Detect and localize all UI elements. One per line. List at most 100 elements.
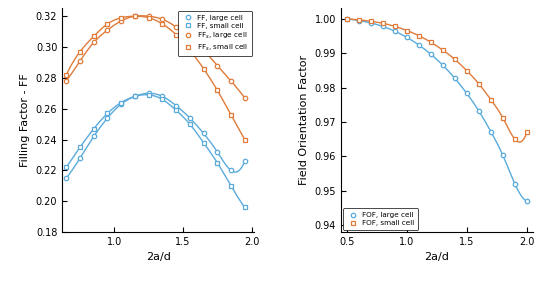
FOF, small cell <box>500 116 506 119</box>
FOF, small cell <box>367 20 374 23</box>
FF$_s$, small cell <box>228 113 234 117</box>
FF$_s$, small cell <box>118 16 124 20</box>
FF$_s$, large cell <box>187 36 193 40</box>
FF$_s$, small cell <box>104 22 111 25</box>
FF$_s$, small cell <box>90 35 97 38</box>
FF$_s$, small cell <box>187 48 193 52</box>
FF, small cell <box>241 206 248 209</box>
FOF, small cell <box>440 48 446 52</box>
FOF, large cell <box>512 182 518 186</box>
FF, small cell <box>146 93 152 97</box>
FF, large cell <box>104 116 111 120</box>
FF$_s$, large cell <box>228 79 234 83</box>
FF, large cell <box>214 150 221 154</box>
Legend: FF, large cell, FF, small cell, FF$_s$, large cell, FF$_s$, small cell: FF, large cell, FF, small cell, FF$_s$, … <box>178 11 252 56</box>
X-axis label: 2a/d: 2a/d <box>146 252 171 262</box>
FF$_s$, large cell <box>90 41 97 44</box>
FF$_s$, small cell <box>131 14 138 18</box>
FOF, large cell <box>367 21 374 25</box>
FOF, small cell <box>404 29 410 32</box>
FF$_s$, large cell <box>146 14 152 18</box>
FF$_s$, large cell <box>118 19 124 23</box>
FF$_s$, large cell <box>77 59 83 63</box>
FF, large cell <box>173 104 180 107</box>
FOF, large cell <box>524 200 530 203</box>
FF, large cell <box>228 169 234 172</box>
FF, small cell <box>173 109 180 112</box>
FF, large cell <box>118 102 124 106</box>
FF, small cell <box>77 145 83 149</box>
FOF, large cell <box>500 154 506 157</box>
FOF, small cell <box>415 34 422 37</box>
FOF, small cell <box>464 69 470 72</box>
FF, large cell <box>187 116 193 120</box>
FF$_s$, small cell <box>146 16 152 20</box>
Line: FOF, small cell: FOF, small cell <box>345 17 529 142</box>
Line: FF$_s$, large cell: FF$_s$, large cell <box>64 14 247 100</box>
FF$_s$, small cell <box>77 50 83 53</box>
FF$_s$, large cell <box>131 14 138 18</box>
FF$_s$, large cell <box>63 79 70 83</box>
FF$_s$, small cell <box>173 33 180 37</box>
FF, large cell <box>90 135 97 138</box>
FF, large cell <box>159 95 166 98</box>
FF$_s$, small cell <box>241 138 248 141</box>
FF$_s$, small cell <box>159 22 166 25</box>
FOF, large cell <box>392 29 398 33</box>
FF, large cell <box>200 132 207 135</box>
FOF, small cell <box>380 22 386 25</box>
FF, small cell <box>131 95 138 98</box>
Line: FF, small cell: FF, small cell <box>64 93 247 210</box>
Line: FF, large cell: FF, large cell <box>64 91 247 180</box>
FF, large cell <box>77 156 83 160</box>
FOF, large cell <box>355 19 362 22</box>
FOF, small cell <box>427 40 434 44</box>
FF$_s$, large cell <box>200 48 207 52</box>
FOF, small cell <box>452 58 458 61</box>
FF$_s$, large cell <box>104 28 111 32</box>
FF, small cell <box>228 184 234 188</box>
Legend: FOF, large cell, FOF, small cell: FOF, large cell, FOF, small cell <box>343 208 418 230</box>
Y-axis label: Filling Factor - FF: Filling Factor - FF <box>20 73 30 167</box>
FOF, large cell <box>487 130 494 133</box>
FF, small cell <box>159 98 166 101</box>
Line: FOF, large cell: FOF, large cell <box>345 17 529 203</box>
FOF, small cell <box>512 138 518 141</box>
FF$_s$, small cell <box>200 67 207 70</box>
FF, large cell <box>63 176 70 180</box>
Y-axis label: Field Orientation Factor: Field Orientation Factor <box>299 55 309 185</box>
FF, small cell <box>214 161 221 164</box>
FF, small cell <box>90 127 97 130</box>
FOF, small cell <box>476 82 482 85</box>
FF, small cell <box>63 166 70 169</box>
FF, large cell <box>131 95 138 98</box>
FOF, large cell <box>440 64 446 67</box>
FF, small cell <box>187 123 193 126</box>
FOF, small cell <box>392 25 398 28</box>
FOF, large cell <box>476 109 482 113</box>
FF, large cell <box>241 159 248 163</box>
FOF, small cell <box>524 131 530 134</box>
FF$_s$, large cell <box>173 25 180 29</box>
FF, large cell <box>146 92 152 95</box>
FF$_s$, large cell <box>214 64 221 67</box>
FOF, large cell <box>344 17 350 20</box>
Line: FF$_s$, small cell: FF$_s$, small cell <box>64 14 247 142</box>
FOF, large cell <box>415 43 422 47</box>
FOF, small cell <box>355 18 362 22</box>
FF, small cell <box>104 112 111 115</box>
FF$_s$, small cell <box>214 89 221 92</box>
FOF, large cell <box>404 36 410 39</box>
X-axis label: 2a/d: 2a/d <box>424 252 449 262</box>
FOF, small cell <box>487 98 494 101</box>
FF$_s$, small cell <box>63 73 70 76</box>
FOF, large cell <box>380 25 386 28</box>
FOF, large cell <box>427 53 434 56</box>
FF, small cell <box>200 141 207 144</box>
FOF, small cell <box>344 17 350 20</box>
FF, small cell <box>118 101 124 104</box>
FF$_s$, large cell <box>159 18 166 21</box>
FOF, large cell <box>452 77 458 80</box>
FF$_s$, large cell <box>241 96 248 100</box>
FOF, large cell <box>464 92 470 95</box>
